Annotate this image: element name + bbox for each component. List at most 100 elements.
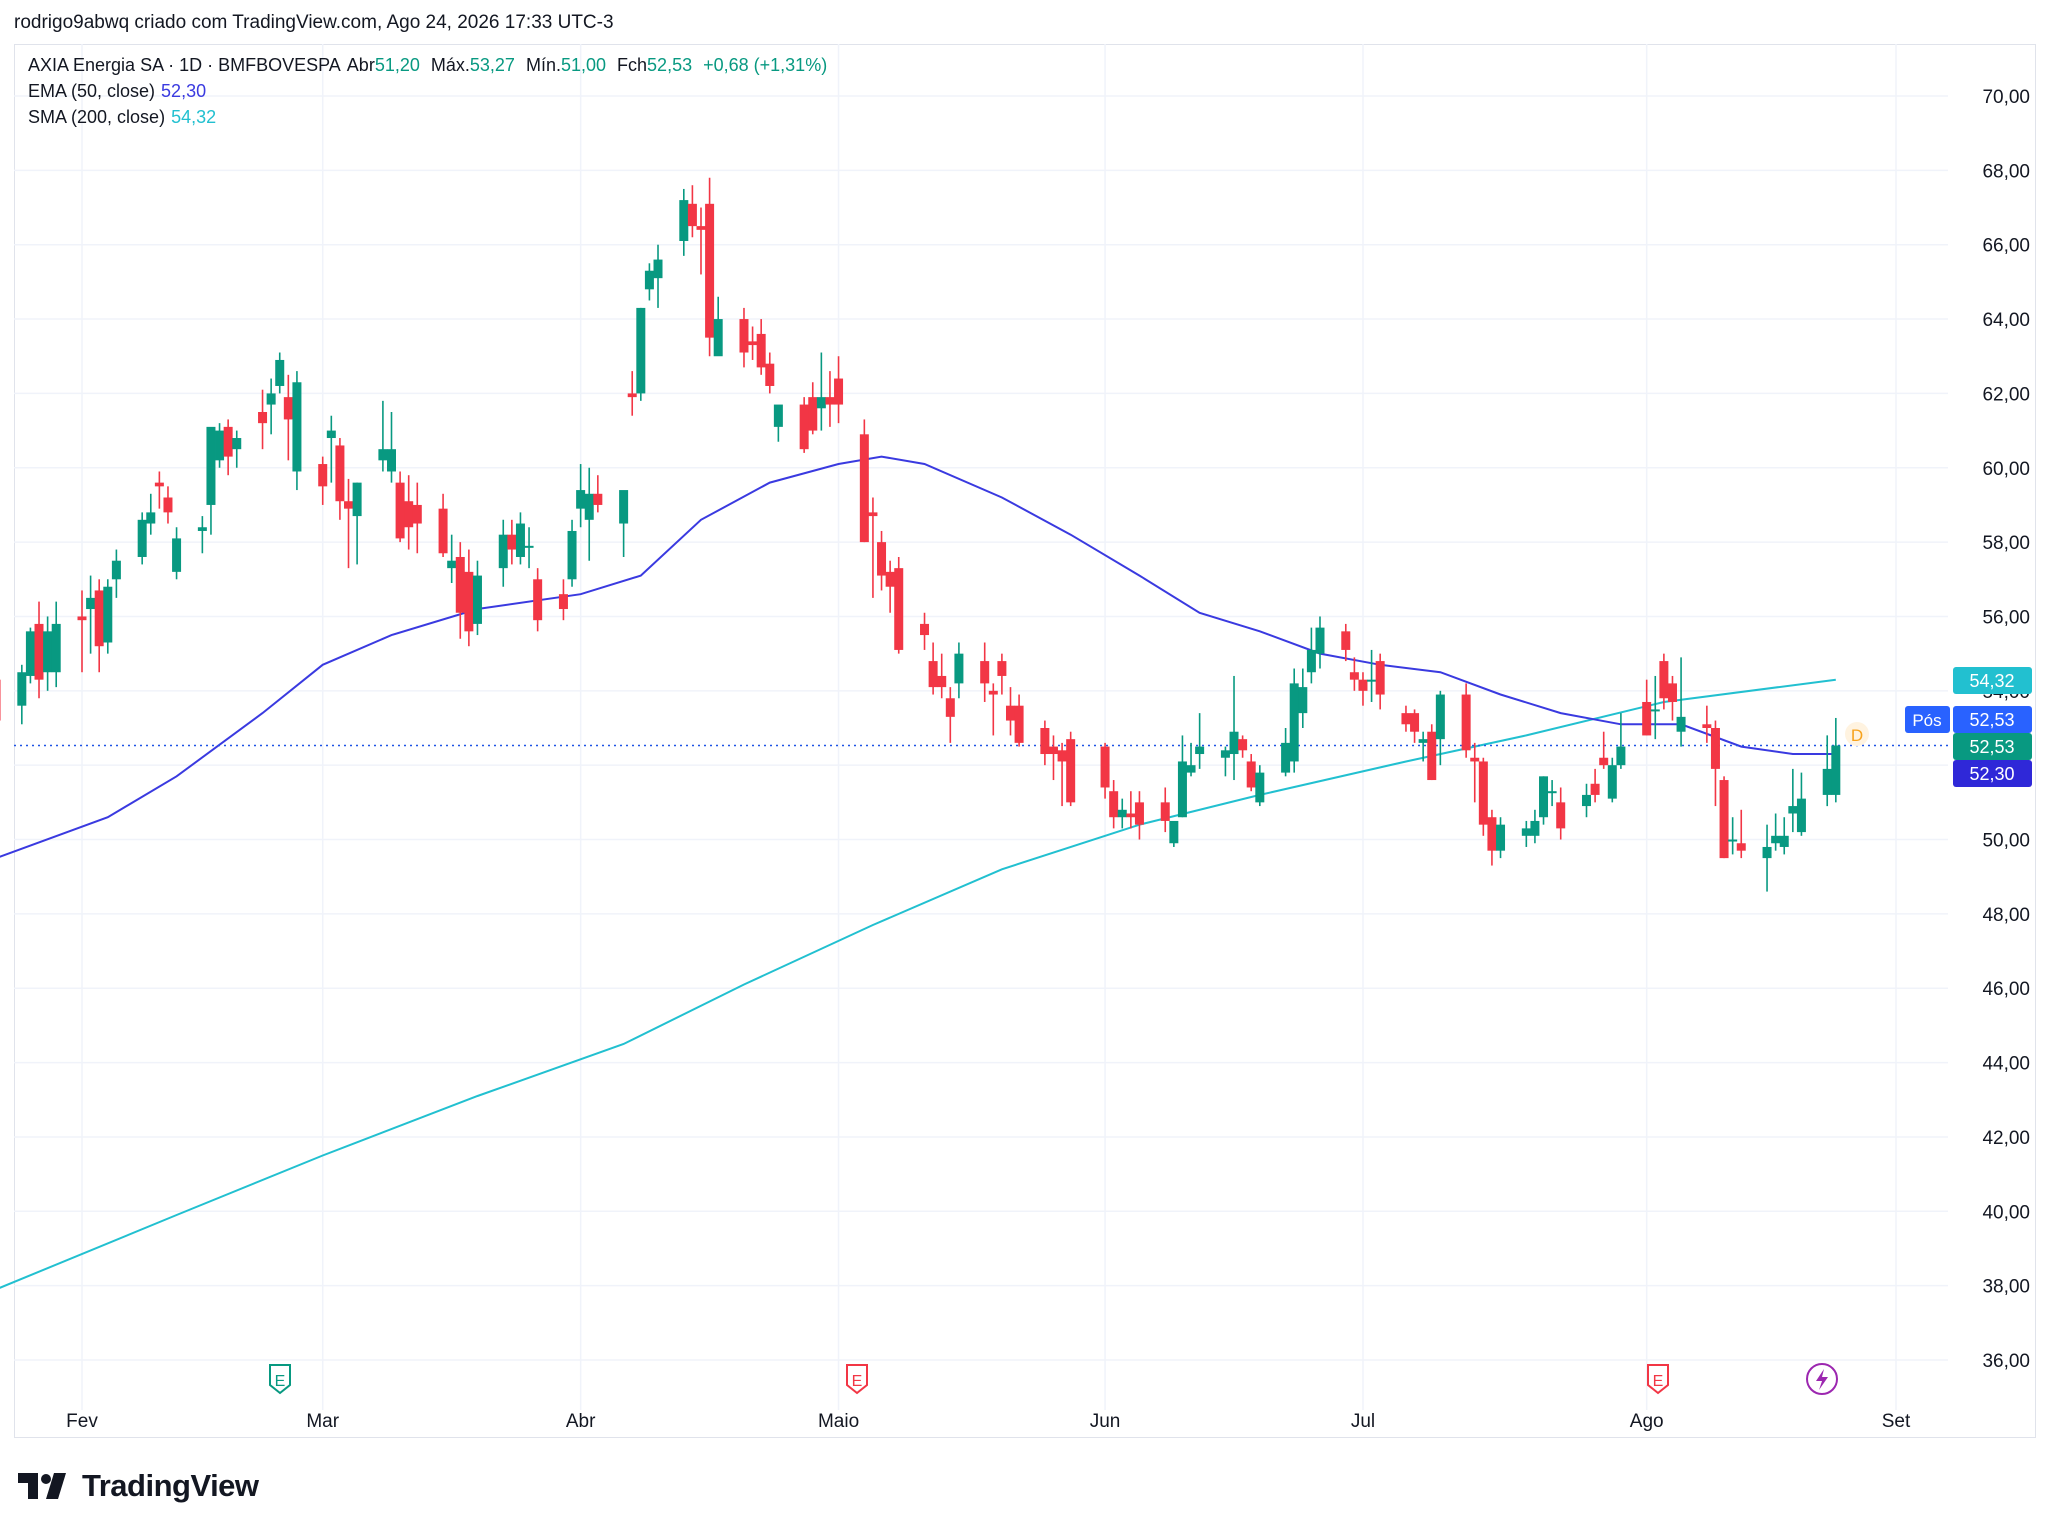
candle-up[interactable] [1788,768,1798,833]
candle-up[interactable] [1831,717,1841,803]
candle-down[interactable] [438,493,448,557]
candle-down[interactable] [885,560,895,613]
candle-down[interactable] [1401,705,1411,732]
candle-down[interactable] [1702,705,1712,743]
candle-up[interactable] [43,616,53,691]
candle-up[interactable] [1177,735,1187,818]
candle-down[interactable] [258,389,268,450]
candle-up[interactable] [1289,668,1299,773]
candle-up[interactable] [816,352,826,431]
candle-down[interactable] [1375,653,1385,710]
candle-down[interactable] [1040,720,1050,766]
candle-down[interactable] [627,371,637,416]
candle-up[interactable] [1418,731,1428,762]
candle-down[interactable] [1109,780,1119,829]
candle-up[interactable] [1298,668,1308,728]
legend-sma[interactable]: SMA (200, close) 54,32 [28,107,222,128]
candle-down[interactable] [765,352,775,394]
chart-frame[interactable] [14,44,2036,1438]
candle-down[interactable] [1461,683,1471,758]
candle-down[interactable] [404,475,414,550]
candle-down[interactable] [1659,653,1669,710]
candle-up[interactable] [1255,765,1265,807]
candle-down[interactable] [799,397,809,453]
candle-down[interactable] [335,438,345,520]
candle-down[interactable] [1134,791,1144,840]
candle-up[interactable] [1547,780,1557,807]
candle-down[interactable] [1642,679,1652,736]
candle-down[interactable] [1057,742,1067,807]
candle-up[interactable] [713,296,723,357]
dividend-marker[interactable]: D [1845,722,1869,746]
candle-up[interactable] [197,516,207,554]
candle-down[interactable] [154,471,164,509]
candle-up[interactable] [1435,690,1445,766]
candle-up[interactable] [1676,657,1686,747]
candle-up[interactable] [1195,713,1205,769]
candle-up[interactable] [653,244,663,308]
candle-down[interactable] [1014,694,1024,747]
candle-down[interactable] [687,185,697,238]
candle-down[interactable] [223,419,233,476]
candle-down[interactable] [412,482,422,554]
candle-down[interactable] [739,307,749,368]
candle-up[interactable] [1220,746,1230,777]
candle-down[interactable] [705,177,715,357]
candle-up[interactable] [1779,817,1789,855]
candle-up[interactable] [103,579,113,654]
candle-up[interactable] [25,627,35,684]
candle-up[interactable] [1281,728,1291,777]
candle-down[interactable] [318,456,328,505]
candle-up[interactable] [1306,627,1316,684]
candle-up[interactable] [1728,817,1738,855]
candle-down[interactable] [1005,687,1015,736]
candle-up[interactable] [1496,817,1506,859]
candle-up[interactable] [679,188,689,256]
candle-up[interactable] [1796,772,1806,836]
candle-up[interactable] [146,493,156,535]
candle-down[interactable] [920,612,930,650]
tradingview-logo[interactable]: TradingView [18,1468,259,1504]
price-axis[interactable]: 36,00 38,00 40,00 42,00 44,00 46,00 48,00 50,00… [1982,87,2030,1372]
candle-down[interactable] [593,475,603,513]
candle-down[interactable] [1590,768,1600,803]
candle-down[interactable] [834,356,844,424]
candle-down[interactable] [980,642,990,702]
candle-down[interactable] [283,374,293,461]
candle-up[interactable] [378,400,388,472]
candle-down[interactable] [1349,657,1359,691]
candle-down[interactable] [928,642,938,695]
time-axis[interactable]: Fev Mar Abr Maio Jun Jul Ago Set [66,1411,1911,1432]
candle-up[interactable] [266,378,276,435]
candle-up[interactable] [619,490,629,557]
candle-down[interactable] [997,653,1007,695]
candle-up[interactable] [292,371,302,491]
candle-up[interactable] [584,467,594,561]
candle-down[interactable] [859,419,869,543]
candle-up[interactable] [86,575,96,654]
candle-down[interactable] [94,579,104,673]
candle-up[interactable] [1521,820,1531,847]
candle-down[interactable] [945,687,955,743]
candle-down[interactable] [1100,742,1110,799]
candle-down[interactable] [696,207,706,275]
candle-down[interactable] [1238,735,1248,758]
candle-down[interactable] [1667,675,1677,721]
candle-up[interactable] [576,464,586,528]
candles[interactable] [0,177,1841,892]
candle-up[interactable] [1315,616,1325,669]
candle-down[interactable] [1599,731,1609,769]
candle-up[interactable] [636,307,646,401]
candle-up[interactable] [206,426,216,535]
candle-down[interactable] [988,683,998,736]
candle-up[interactable] [773,404,783,442]
candle-down[interactable] [756,319,766,375]
legend-ema[interactable]: EMA (50, close) 52,30 [28,81,212,102]
candle-down[interactable] [1358,672,1368,706]
position-badge[interactable]: Pós 52,53 [1905,706,2032,733]
candle-down[interactable] [533,568,543,632]
candle-down[interactable] [77,590,87,673]
candle-down[interactable] [1710,720,1720,807]
legend-ohlc[interactable]: AXIA Energia SA · 1D · BMFBOVESPA Abr51,2… [28,55,833,76]
candle-down[interactable] [455,542,465,639]
